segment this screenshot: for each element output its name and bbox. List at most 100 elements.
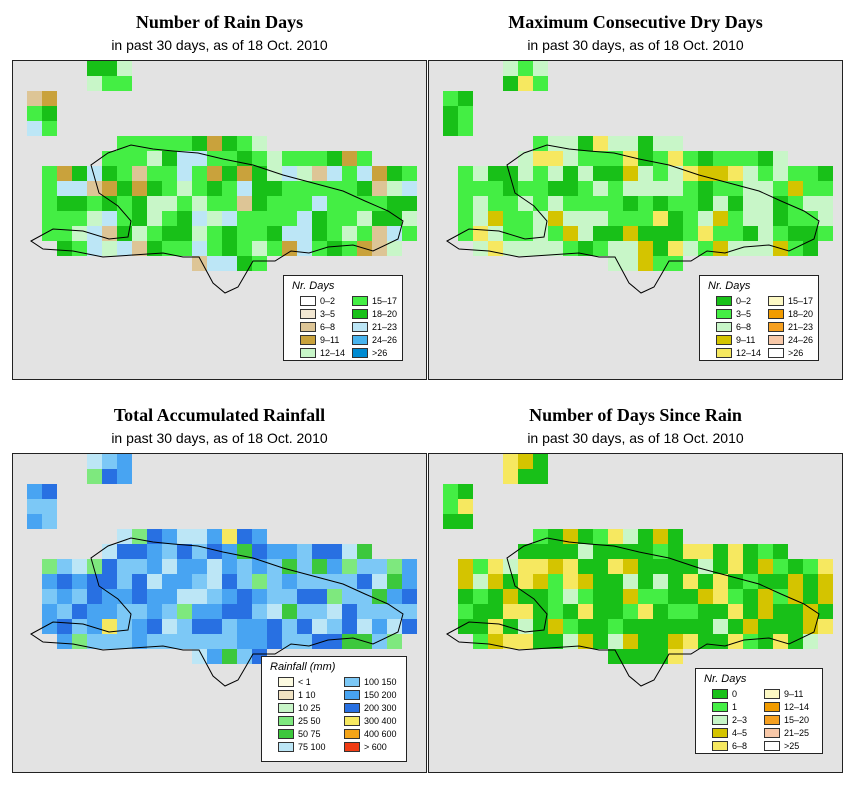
- grid-cell: [72, 226, 87, 241]
- grid-cell: [698, 559, 713, 574]
- legend-title: Nr. Days: [704, 673, 747, 685]
- grid-cell: [788, 574, 803, 589]
- grid-cell: [518, 454, 533, 469]
- grid-cell: [57, 634, 72, 649]
- grid-cell: [488, 166, 503, 181]
- legend-label: 3–5: [320, 309, 336, 319]
- grid-cell: [252, 604, 267, 619]
- grid-cell: [132, 604, 147, 619]
- grid-cell: [72, 619, 87, 634]
- grid-cell: [267, 559, 282, 574]
- grid-cell: [117, 151, 132, 166]
- grid-cell: [132, 166, 147, 181]
- grid-cell: [728, 634, 743, 649]
- grid-cell: [357, 619, 372, 634]
- grid-cell: [312, 619, 327, 634]
- grid-cell: [578, 211, 593, 226]
- grid-cell: [728, 151, 743, 166]
- grid-cell: [518, 61, 533, 76]
- grid-cell: [638, 604, 653, 619]
- grid-cell: [488, 226, 503, 241]
- legend-swatch: [352, 296, 368, 306]
- legend-label: 4–5: [732, 728, 748, 738]
- grid-cell: [387, 589, 402, 604]
- grid-cell: [132, 619, 147, 634]
- legend-since-rain: Nr. Days 0 1 2–3 4–5 6–8 9–11 12–14 15–20 21–25 >…: [695, 668, 823, 754]
- grid-cell: [387, 211, 402, 226]
- grid-cell: [342, 604, 357, 619]
- grid-cell: [162, 166, 177, 181]
- grid-cell: [147, 226, 162, 241]
- grid-cell: [27, 514, 42, 529]
- grid-cell: [518, 619, 533, 634]
- legend-label: 1 10: [298, 690, 316, 700]
- grid-cell: [608, 166, 623, 181]
- grid-cell: [458, 484, 473, 499]
- grid-cell: [252, 181, 267, 196]
- grid-cell: [623, 241, 638, 256]
- grid-cell: [728, 559, 743, 574]
- grid-cell: [593, 544, 608, 559]
- legend-swatch: [300, 309, 316, 319]
- grid-cell: [402, 226, 417, 241]
- map-rain-days: Nr. Days 0–2 3–5 6–8 9–11 12–14 15–17 18–20 21–…: [12, 60, 427, 380]
- grid-cell: [252, 574, 267, 589]
- grid-cell: [458, 211, 473, 226]
- grid-cell: [608, 211, 623, 226]
- grid-cell: [563, 181, 578, 196]
- grid-cell: [758, 226, 773, 241]
- grid-cell: [728, 619, 743, 634]
- grid-cell: [72, 574, 87, 589]
- grid-cell: [488, 559, 503, 574]
- legend-swatch: [716, 348, 732, 358]
- legend-swatch: [300, 322, 316, 332]
- grid-cell: [473, 211, 488, 226]
- legend-label: 15–20: [784, 715, 810, 725]
- legend-swatch: [768, 296, 784, 306]
- grid-cell: [207, 529, 222, 544]
- grid-cell: [267, 151, 282, 166]
- legend-title: Nr. Days: [708, 280, 751, 292]
- grid-cell: [503, 634, 518, 649]
- legend-label: 300 400: [364, 716, 397, 726]
- grid-cell: [147, 544, 162, 559]
- grid-cell: [237, 604, 252, 619]
- grid-cell: [728, 181, 743, 196]
- legend-label: 9–11: [736, 335, 756, 345]
- grid-cell: [533, 181, 548, 196]
- legend-swatch: [768, 309, 784, 319]
- legend-dry-days: Nr. Days 0–2 3–5 6–8 9–11 12–14 15–17 18–20 21–…: [699, 275, 819, 361]
- grid-cell: [342, 589, 357, 604]
- grid-cell: [102, 241, 117, 256]
- grid-cell: [638, 151, 653, 166]
- grid-cell: [357, 589, 372, 604]
- grid-cell: [132, 559, 147, 574]
- legend-swatch: [352, 309, 368, 319]
- grid-cell: [192, 211, 207, 226]
- grid-cell: [698, 211, 713, 226]
- grid-cell: [342, 619, 357, 634]
- grid-cell: [267, 211, 282, 226]
- grid-cell: [162, 529, 177, 544]
- grid-cell: [653, 619, 668, 634]
- grid-cell: [518, 151, 533, 166]
- grid-cell: [402, 196, 417, 211]
- grid-cell: [533, 196, 548, 211]
- grid-cell: [222, 136, 237, 151]
- legend-swatch: [712, 728, 728, 738]
- grid-cell: [548, 619, 563, 634]
- grid-cell: [132, 181, 147, 196]
- grid-cell: [503, 241, 518, 256]
- grid-cell: [372, 589, 387, 604]
- grid-cell: [623, 136, 638, 151]
- grid-cell: [252, 166, 267, 181]
- grid-cell: [638, 544, 653, 559]
- grid-cell: [488, 604, 503, 619]
- grid-cell: [818, 211, 833, 226]
- grid-cell: [162, 151, 177, 166]
- grid-cell: [177, 136, 192, 151]
- island-outline: [30, 144, 404, 294]
- grid-cell: [222, 529, 237, 544]
- grid-cell: [87, 76, 102, 91]
- grid-cell: [773, 559, 788, 574]
